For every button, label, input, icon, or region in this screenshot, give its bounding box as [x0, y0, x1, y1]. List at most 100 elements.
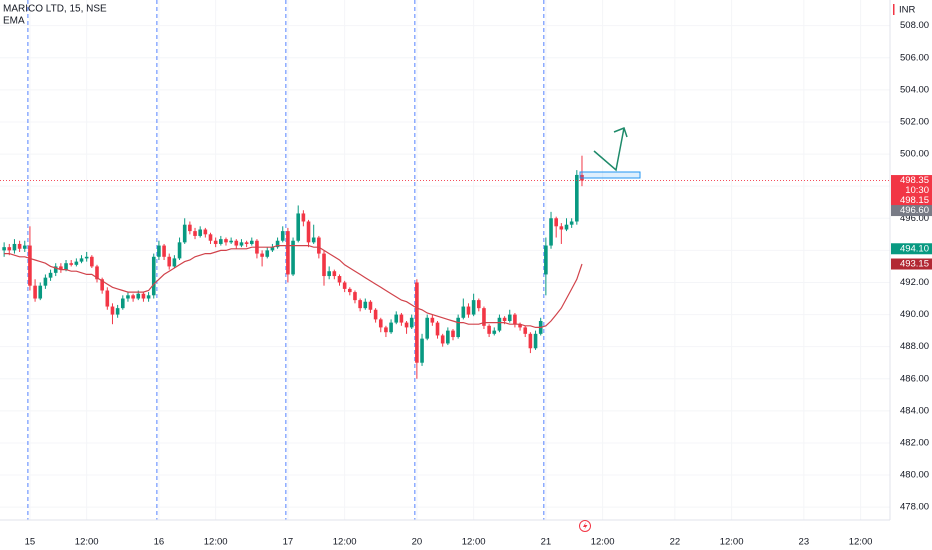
x-tick-label: 12:00	[849, 537, 873, 548]
candle-body	[492, 330, 497, 334]
candle-body	[22, 245, 27, 249]
candle-body	[64, 263, 68, 270]
candle-body	[348, 288, 352, 293]
candle-body	[162, 245, 166, 257]
candle-body	[2, 247, 6, 251]
candle-body	[172, 258, 177, 267]
candle-body	[322, 253, 326, 277]
candle-body	[471, 300, 476, 315]
price-label-box	[891, 175, 932, 187]
x-tick-label: 20	[412, 537, 423, 548]
candle-body	[286, 231, 290, 275]
candle-body	[270, 247, 275, 251]
candle-body	[105, 290, 110, 307]
candle-body	[528, 333, 533, 349]
x-tick-label: 15	[25, 537, 36, 548]
candle-body	[151, 256, 156, 296]
candle-body	[507, 314, 512, 321]
candle-body	[373, 309, 378, 320]
candle-body	[95, 266, 99, 280]
candle-body	[394, 314, 399, 323]
plot	[0, 155, 890, 379]
x-tick-label: 16	[154, 537, 165, 548]
candle-body	[502, 317, 507, 321]
candle-body	[301, 213, 306, 222]
candle-body	[384, 327, 388, 333]
candle-body	[249, 240, 254, 244]
y-tick-label: 496.00	[900, 213, 929, 224]
candle-body	[213, 240, 218, 244]
x-tick-label: 23	[799, 537, 810, 548]
candle-body	[275, 240, 280, 248]
candle-body	[420, 338, 424, 363]
x-tick-label: 12:00	[204, 537, 228, 548]
candle-body	[368, 301, 373, 310]
candle-body	[451, 330, 455, 338]
axes: 478.00 480.00 482.00 484.00 486.00 488.00 490.…	[25, 20, 929, 547]
candle-body	[430, 317, 435, 323]
candle-body	[177, 242, 182, 259]
candle-body	[193, 231, 197, 236]
y-tick-label: 478.00	[900, 502, 929, 513]
candle-body	[559, 226, 564, 230]
candle-body	[337, 276, 342, 283]
price-label: 494.10	[900, 243, 929, 254]
x-tick-label: 22	[670, 537, 681, 548]
candle-body	[533, 333, 538, 349]
candle-body	[53, 266, 58, 273]
price-label-box	[891, 258, 932, 270]
candle-body	[33, 285, 37, 299]
price-label: 498.35	[900, 175, 929, 186]
candle-body	[353, 292, 357, 301]
alert-icon	[579, 520, 591, 532]
candle-body	[466, 306, 471, 315]
candle-body	[229, 240, 233, 243]
candle-body	[513, 314, 517, 325]
chart-title: MARICO LTD, 15, NSE	[3, 4, 107, 15]
candle-body	[74, 261, 79, 265]
candle-body	[157, 245, 161, 257]
x-tick-label: 17	[283, 537, 294, 548]
y-tick-label: 502.00	[900, 116, 929, 127]
price-label-box	[891, 185, 932, 197]
candle-body	[79, 258, 84, 262]
candle-body	[17, 243, 22, 249]
candle-body	[136, 293, 141, 299]
candle-body	[342, 282, 347, 289]
candle-body	[415, 282, 419, 363]
candle-body	[167, 256, 172, 267]
y-tick-label: 500.00	[900, 149, 929, 160]
y-tick-label: 482.00	[900, 437, 929, 448]
price-label-box	[891, 243, 932, 255]
candle-body	[110, 306, 115, 315]
candle-body	[291, 240, 295, 275]
candle-body	[69, 263, 74, 265]
candle-body	[84, 256, 89, 259]
candle-body	[544, 245, 548, 275]
x-tick-label: 12:00	[720, 537, 744, 548]
candle-body	[12, 243, 17, 251]
x-tick-label: 12:00	[333, 537, 357, 548]
candle-body	[188, 224, 192, 232]
candle-body	[48, 272, 53, 278]
price-label: 496.60	[900, 205, 929, 216]
candle-body	[59, 266, 63, 270]
candle-body	[554, 218, 558, 227]
x-tick-label: 12:00	[75, 537, 99, 548]
candle-body	[280, 231, 285, 241]
price-label: 498.15	[900, 195, 929, 206]
candle-body	[487, 325, 491, 334]
currency-marker	[893, 4, 895, 15]
price-label: 10:30	[905, 185, 929, 196]
candle-body	[244, 242, 249, 244]
projection-arrow	[593, 127, 628, 172]
candle-body	[523, 327, 528, 334]
candle-body	[399, 314, 404, 323]
candle-body	[518, 324, 522, 328]
candle-body	[311, 237, 316, 243]
candle-body	[378, 319, 383, 328]
candle-body	[482, 308, 486, 326]
y-tick-label: 492.00	[900, 277, 929, 288]
